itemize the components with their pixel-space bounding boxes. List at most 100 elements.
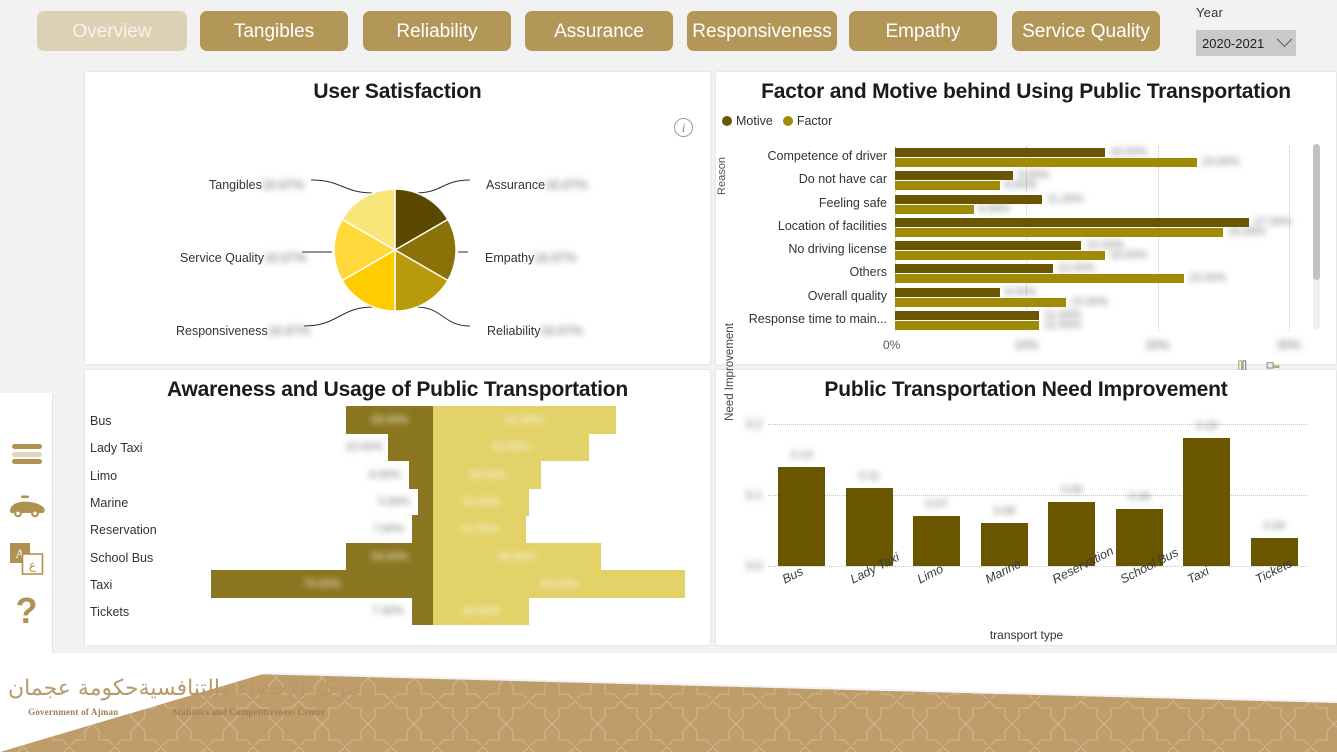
- gridline-x-0: [895, 146, 896, 332]
- need-bar-tickets[interactable]: [1250, 537, 1298, 566]
- usage-bar-school-bus[interactable]: [346, 542, 433, 571]
- need-value-text: 0.04: [1263, 519, 1285, 532]
- need-bar-reservation[interactable]: [1048, 502, 1096, 566]
- factor-bar-feeling-safe-factor[interactable]: [895, 204, 974, 214]
- need-plot-area: 0.0 0.1 0.2 0.14 Bus 0.11 Lady Taxi 0.07 Limo 0.0…: [746, 419, 1308, 586]
- usage-value-text: 29.00%: [370, 550, 409, 563]
- awareness-bar-taxi[interactable]: [433, 569, 685, 598]
- year-dropdown[interactable]: 2020-2021: [1196, 30, 1296, 56]
- usage-bar-bus[interactable]: [346, 406, 433, 434]
- tab-service-quality[interactable]: Service Quality: [1012, 11, 1160, 51]
- x-tick-3: 30%: [1277, 338, 1301, 352]
- logo-government-english: Government of Ajman: [28, 706, 119, 717]
- usage-bar-reservation[interactable]: [412, 515, 433, 544]
- pie-slice-service-quality[interactable]: [333, 218, 397, 282]
- awareness-value-text: 32.00%: [462, 605, 500, 618]
- factor-bar-others-factor[interactable]: [895, 274, 1184, 284]
- factor-value-competence-of-driver-motive: 16.00%: [1110, 146, 1147, 158]
- pie-slice-responsiveness[interactable]: [341, 248, 396, 312]
- need-bar-lady-taxi[interactable]: [845, 487, 893, 566]
- question-mark-icon[interactable]: ?: [0, 585, 53, 637]
- y-tick-text: 0.0: [746, 561, 762, 573]
- pie-label-tangibles: Tangibles 16.67%: [209, 179, 304, 192]
- need-bar-limo[interactable]: [913, 516, 961, 566]
- awareness-plot-area: Bus 29.00% 61.00% Lady Taxi 15.00% 52.00% Limo…: [85, 406, 710, 626]
- focus-mode-icon[interactable]: [1266, 360, 1281, 373]
- factor-bar-competence-of-driver-factor[interactable]: [895, 158, 1197, 167]
- tab-empathy[interactable]: Empathy: [849, 11, 997, 51]
- factor-bar-no-driving-license-motive[interactable]: [895, 241, 1082, 250]
- usage-bar-taxi[interactable]: [211, 569, 433, 598]
- tab-reliability[interactable]: Reliability: [363, 11, 511, 51]
- factor-bar-overall-quality-motive[interactable]: [895, 287, 1000, 297]
- factor-category-overall-quality: Overall quality: [807, 288, 887, 303]
- awareness-value-text: 56.00%: [498, 550, 536, 563]
- pie-slice-tangibles[interactable]: [341, 188, 396, 252]
- need-bar-bus[interactable]: [778, 466, 826, 566]
- tab-assurance[interactable]: Assurance: [525, 11, 673, 51]
- tab-tangibles[interactable]: Tangibles: [200, 11, 348, 51]
- x-tick-1: 10%: [1014, 338, 1038, 352]
- factor-bar-others-motive[interactable]: [895, 264, 1053, 274]
- pie-chart[interactable]: [333, 188, 457, 312]
- need-x-axis-title: transport type: [989, 628, 1064, 642]
- pie-slice-reliability[interactable]: [394, 248, 449, 312]
- factor-value-overall-quality-motive: 8.00%: [1005, 286, 1036, 298]
- factor-bar-do-not-have-car-factor[interactable]: [895, 181, 1000, 191]
- factor-bar-response-time-to-main-factor[interactable]: [895, 320, 1040, 330]
- need-value-marine: 0.06: [975, 505, 1034, 517]
- factor-bar-competence-of-driver-motive[interactable]: [895, 148, 1105, 157]
- usage-bar-tickets[interactable]: [412, 597, 433, 626]
- factor-bar-no-driving-license-factor[interactable]: [895, 251, 1105, 260]
- factor-value-text: 12.00%: [1057, 262, 1095, 275]
- tab-overview[interactable]: Overview: [37, 11, 187, 51]
- need-y-axis-title: Need Improvement: [724, 323, 736, 421]
- usage-value-text: 74.00%: [303, 577, 341, 590]
- awareness-bar-reservation[interactable]: [433, 515, 526, 544]
- legend-item-factor[interactable]: Factor: [782, 114, 833, 128]
- factor-scrollbar[interactable]: [1313, 144, 1320, 330]
- x-tick-text: 20%: [1145, 338, 1170, 352]
- factor-value-competence-of-driver-factor: 23.00%: [1202, 156, 1239, 168]
- info-icon[interactable]: i: [674, 118, 693, 137]
- need-value-taxi: 0.18: [1177, 420, 1236, 432]
- need-bar-school-bus[interactable]: [1115, 509, 1163, 566]
- pie-slice-empathy[interactable]: [393, 218, 457, 282]
- awareness-bar-marine[interactable]: [433, 487, 529, 516]
- factor-bar-location-of-facilities-motive[interactable]: [895, 217, 1250, 227]
- awareness-bar-lady-taxi[interactable]: [433, 433, 589, 462]
- tab-responsiveness[interactable]: Responsiveness: [687, 11, 837, 51]
- awareness-bar-school-bus[interactable]: [433, 542, 601, 571]
- gridline-y-0: 0.0: [746, 561, 1308, 573]
- hamburger-icon[interactable]: [0, 428, 53, 480]
- need-bar-taxi[interactable]: [1183, 438, 1231, 566]
- language-switch-icon[interactable]: A ع: [0, 533, 53, 585]
- legend-item-motive[interactable]: Motive: [722, 114, 773, 128]
- factor-value-text: 16.00%: [1110, 146, 1148, 158]
- awareness-bar-bus[interactable]: [433, 406, 616, 434]
- language-switch-icon-svg: A ع: [9, 543, 43, 575]
- factor-bar-do-not-have-car-motive[interactable]: [895, 171, 1014, 181]
- pie-slice-assurance[interactable]: [394, 188, 449, 252]
- usage-bar-limo[interactable]: [409, 460, 433, 489]
- factor-bar-feeling-safe-motive[interactable]: [895, 194, 1042, 204]
- awareness-bar-tickets[interactable]: [433, 597, 529, 626]
- awareness-value-text: 32.00%: [462, 495, 500, 508]
- awareness-bar-limo[interactable]: [433, 460, 541, 489]
- usage-bar-marine[interactable]: [418, 487, 433, 516]
- need-bar-marine[interactable]: [980, 523, 1028, 566]
- taxi-icon[interactable]: [0, 481, 53, 533]
- y-tick-text: 0.2: [746, 419, 762, 431]
- gridline-x-10: [1026, 146, 1028, 332]
- factor-bar-response-time-to-main-motive[interactable]: [895, 310, 1040, 320]
- x-tick-text: 30%: [1276, 338, 1301, 352]
- legend-label: Factor: [796, 114, 833, 128]
- factor-bar-location-of-facilities-factor[interactable]: [895, 227, 1224, 237]
- factor-bar-overall-quality-factor[interactable]: [895, 297, 1066, 307]
- awareness-category-marine: Marine: [90, 495, 129, 510]
- factor-value-overall-quality-factor: 13.00%: [1071, 296, 1108, 308]
- usage-bar-lady-taxi[interactable]: [388, 433, 433, 462]
- factor-value-location-of-facilities-factor: 25.00%: [1228, 226, 1265, 238]
- factor-value-text: 11.00%: [1044, 308, 1081, 321]
- factor-category-location-of-facilities: Location of facilities: [777, 218, 887, 233]
